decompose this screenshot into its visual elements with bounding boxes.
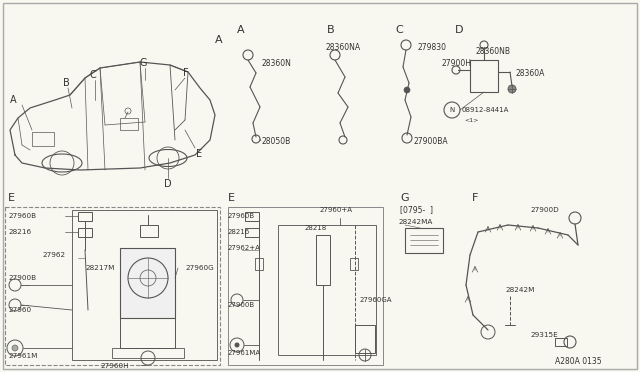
Text: 28216: 28216 [8,229,31,235]
Bar [5,207,220,365]
Bar [405,228,443,253]
Text: 28217M: 28217M [85,265,115,271]
Text: 28360A: 28360A [515,70,545,78]
Bar [470,60,498,92]
Bar [245,212,259,221]
Circle shape [404,87,410,93]
Text: 27900B: 27900B [8,275,36,281]
Bar [112,348,184,358]
Text: 27960G: 27960G [185,265,214,271]
Text: F: F [472,193,478,203]
Bar [140,225,158,237]
Text: 27960B: 27960B [8,213,36,219]
Text: G: G [140,58,147,68]
Text: B: B [327,25,335,35]
Text: 27961MA: 27961MA [228,350,261,356]
Text: D: D [455,25,463,35]
Text: 27962+A: 27962+A [228,245,261,251]
Bar [555,338,567,346]
Text: 27960+A: 27960+A [320,207,353,213]
Text: 28050B: 28050B [262,137,291,145]
Text: A280A 0135: A280A 0135 [555,357,602,366]
Text: N: N [449,107,454,113]
Text: F: F [183,68,189,78]
Text: E: E [228,193,235,203]
Text: 08912-8441A: 08912-8441A [462,107,509,113]
Bar [255,258,263,270]
Text: 29315E: 29315E [530,332,557,338]
Bar [316,235,330,285]
Circle shape [235,343,239,347]
Text: 28242MA: 28242MA [398,219,433,225]
Text: [0795-  ]: [0795- ] [400,205,433,215]
Circle shape [12,345,18,351]
Text: C: C [90,70,97,80]
Text: B: B [63,78,70,88]
Text: 27900BA: 27900BA [413,137,447,145]
Text: 27960GA: 27960GA [360,297,392,303]
Bar [78,212,92,221]
Text: C: C [395,25,403,35]
Text: 28360NA: 28360NA [325,42,360,51]
Text: 27900H: 27900H [442,60,472,68]
Bar [120,118,138,130]
Text: 27961M: 27961M [8,353,37,359]
Text: 27900D: 27900D [530,207,559,213]
Text: A: A [237,25,244,35]
Text: E: E [196,149,202,159]
Bar [32,132,54,146]
Text: 28218: 28218 [305,225,327,231]
Text: 27962: 27962 [42,252,65,258]
Circle shape [508,85,516,93]
Bar [245,228,259,237]
Text: 28360N: 28360N [262,58,292,67]
Text: 27960: 27960 [8,307,31,313]
Text: A: A [215,35,223,45]
Text: E: E [8,193,15,203]
Bar [78,228,92,237]
Text: 28216: 28216 [228,229,250,235]
Text: 28360NB: 28360NB [475,48,510,57]
Bar [228,207,383,365]
Text: 279830: 279830 [417,42,446,51]
Bar [278,225,376,355]
Bar [72,210,217,360]
Text: <1>: <1> [464,118,478,122]
Text: G: G [400,193,408,203]
Text: 27900B: 27900B [228,302,255,308]
Bar [120,248,175,318]
Text: A: A [10,95,17,105]
Bar [350,258,358,270]
Bar [355,325,375,353]
Text: 27960B: 27960B [228,213,255,219]
Text: 27960H: 27960H [100,363,129,369]
Text: D: D [164,179,172,189]
Text: 28242M: 28242M [505,287,534,293]
Bar [120,318,175,348]
